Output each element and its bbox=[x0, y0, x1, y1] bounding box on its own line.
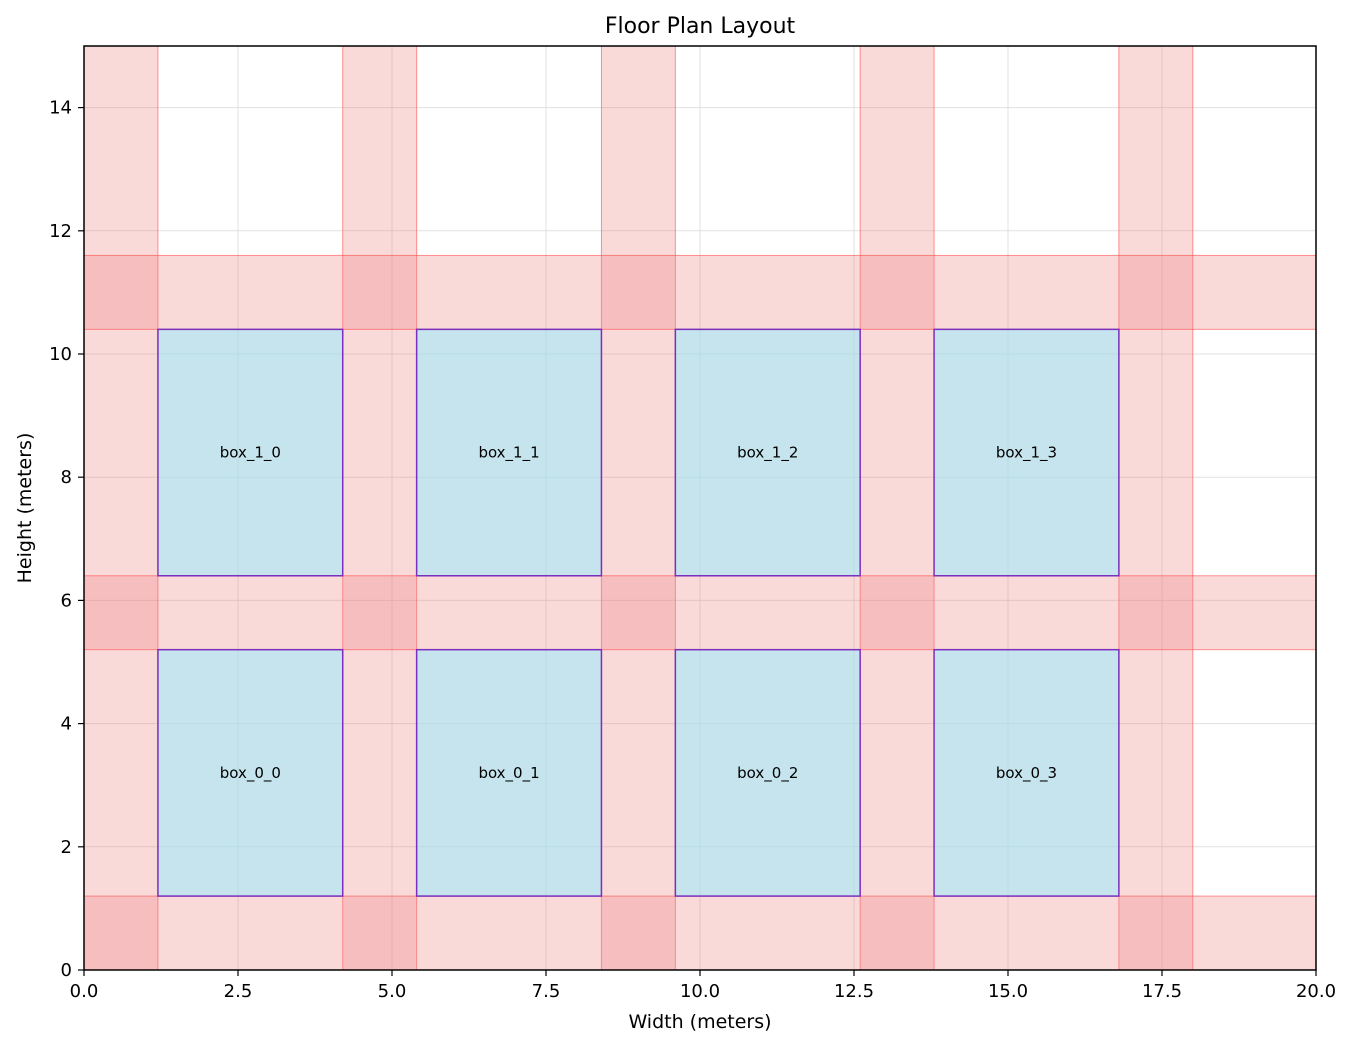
aisle-0 bbox=[83, 45, 159, 971]
aisle-5 bbox=[83, 895, 1317, 971]
box-box_0_0 bbox=[157, 648, 344, 897]
box-label-box_0_2: box_0_2 bbox=[737, 764, 798, 783]
box-box_1_0 bbox=[157, 328, 344, 577]
box-layer: box_0_0 box_0_1 box_0_2 box_0_3 box_1_0 box_1… bbox=[157, 328, 1120, 897]
y-tick-label-2: 4 bbox=[61, 714, 72, 735]
box-box_1_2 bbox=[674, 328, 861, 577]
aisle-4 bbox=[1118, 45, 1194, 971]
x-axis-label: Width (meters) bbox=[628, 1011, 771, 1033]
axis-layer: 0.0 2.5 5.0 7.5 10.0 12.5 15.0 17.5 20.0 0 2 4 6 8 10 1… bbox=[49, 45, 1336, 1002]
x-tick-label-2: 5.0 bbox=[378, 981, 407, 1002]
aisle-7 bbox=[83, 254, 1317, 330]
box-box_1_3 bbox=[933, 328, 1120, 577]
box-label-box_1_2: box_1_2 bbox=[737, 444, 798, 463]
aisle-3 bbox=[859, 45, 935, 971]
box-box_0_1 bbox=[415, 648, 603, 897]
x-tick-label-8: 20.0 bbox=[1296, 981, 1336, 1002]
y-tick-label-7: 14 bbox=[49, 98, 72, 119]
box-label-box_1_0: box_1_0 bbox=[220, 444, 281, 463]
x-tick-label-1: 2.5 bbox=[224, 981, 253, 1002]
y-tick-label-0: 0 bbox=[61, 960, 72, 981]
aisle-2 bbox=[600, 45, 676, 971]
x-tick-label-7: 17.5 bbox=[1142, 981, 1182, 1002]
chart-title: Floor Plan Layout bbox=[605, 14, 796, 39]
box-label-box_1_3: box_1_3 bbox=[996, 444, 1057, 463]
x-tick-label-5: 12.5 bbox=[834, 981, 874, 1002]
aisle-1 bbox=[342, 45, 418, 971]
y-tick-label-5: 10 bbox=[49, 344, 72, 365]
aisle-6 bbox=[83, 575, 1317, 651]
x-tick-label-0: 0.0 bbox=[70, 981, 99, 1002]
y-axis-label: Height (meters) bbox=[14, 433, 36, 584]
y-tick-label-4: 8 bbox=[61, 467, 72, 488]
x-tick-label-3: 7.5 bbox=[532, 981, 561, 1002]
box-label-box_1_1: box_1_1 bbox=[478, 444, 539, 463]
y-tick-label-6: 12 bbox=[49, 221, 72, 242]
box-label-box_0_0: box_0_0 bbox=[220, 764, 281, 783]
y-tick-label-3: 6 bbox=[61, 590, 72, 611]
box-box_0_2 bbox=[674, 648, 861, 897]
box-label-box_0_1: box_0_1 bbox=[478, 764, 539, 783]
box-label-box_0_3: box_0_3 bbox=[996, 764, 1057, 783]
box-box_1_1 bbox=[415, 328, 603, 577]
aisle-layer bbox=[83, 45, 1317, 971]
y-tick-label-1: 2 bbox=[61, 837, 72, 858]
x-tick-label-6: 15.0 bbox=[988, 981, 1028, 1002]
x-tick-label-4: 10.0 bbox=[680, 981, 720, 1002]
box-box_0_3 bbox=[933, 648, 1120, 897]
